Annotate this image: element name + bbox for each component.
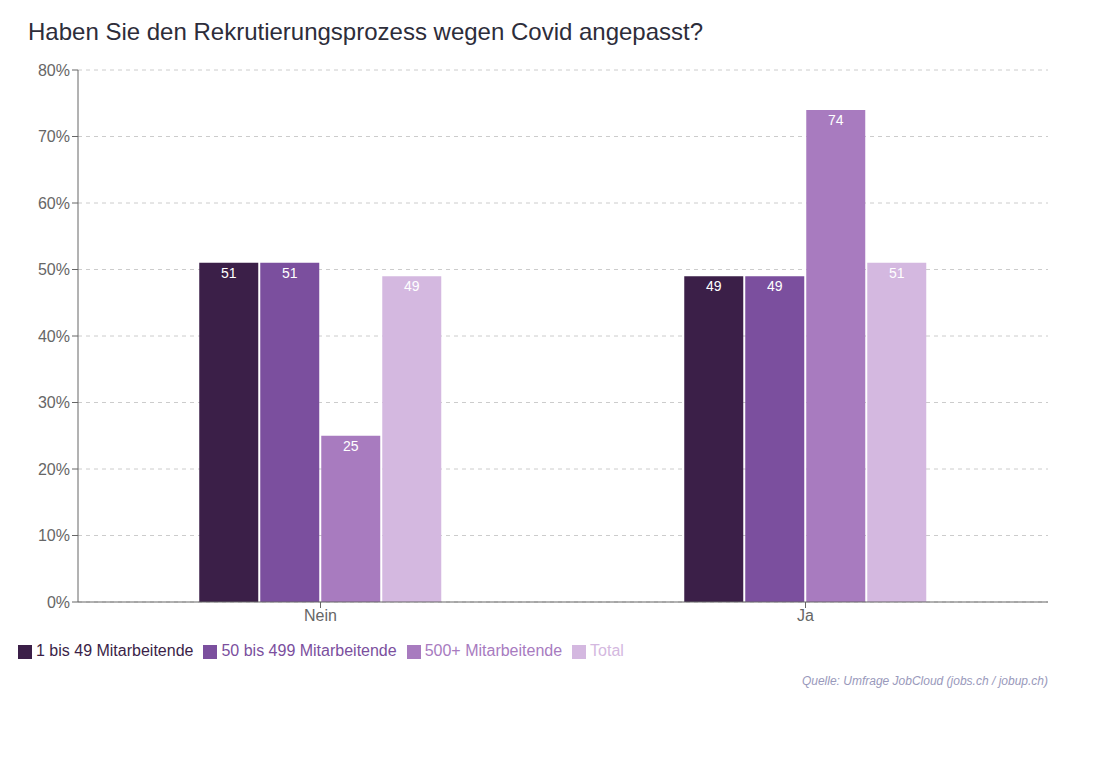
svg-text:51: 51 xyxy=(889,265,905,281)
svg-text:30%: 30% xyxy=(38,394,70,411)
svg-text:51: 51 xyxy=(282,265,298,281)
svg-text:25: 25 xyxy=(343,438,359,454)
svg-text:50%: 50% xyxy=(38,261,70,278)
svg-text:51: 51 xyxy=(221,265,237,281)
html-text:1 bis 49 Mitarbeitende: 1 bis 49 Mitarbeitende xyxy=(36,642,194,659)
svg-text:49: 49 xyxy=(706,278,722,294)
html-text:50 bis 499 Mitarbeitende: 50 bis 499 Mitarbeitende xyxy=(221,642,397,659)
html-text:500+ Mitarbeitende: 500+ Mitarbeitende xyxy=(424,642,563,659)
html-text:Quelle: Umfrage JobCloud (jobs: Quelle: Umfrage JobCloud (jobs.ch / jobu… xyxy=(801,674,1048,688)
svg-text:Nein: Nein xyxy=(304,607,337,624)
svg-text:0%: 0% xyxy=(47,594,70,611)
html-text:Haben Sie den Rekrutierungspro: Haben Sie den Rekrutierungsprozess wegen… xyxy=(28,18,704,45)
html-text:Total: Total xyxy=(590,642,624,659)
svg-text:10%: 10% xyxy=(38,527,70,544)
svg-text:Ja: Ja xyxy=(797,607,814,624)
svg-text:80%: 80% xyxy=(38,62,70,79)
svg-text:60%: 60% xyxy=(38,195,70,212)
svg-text:74: 74 xyxy=(828,112,844,128)
svg-text:20%: 20% xyxy=(38,461,70,478)
svg-text:70%: 70% xyxy=(38,128,70,145)
svg-text:49: 49 xyxy=(767,278,783,294)
svg-text:40%: 40% xyxy=(38,328,70,345)
svg-text:49: 49 xyxy=(404,278,420,294)
